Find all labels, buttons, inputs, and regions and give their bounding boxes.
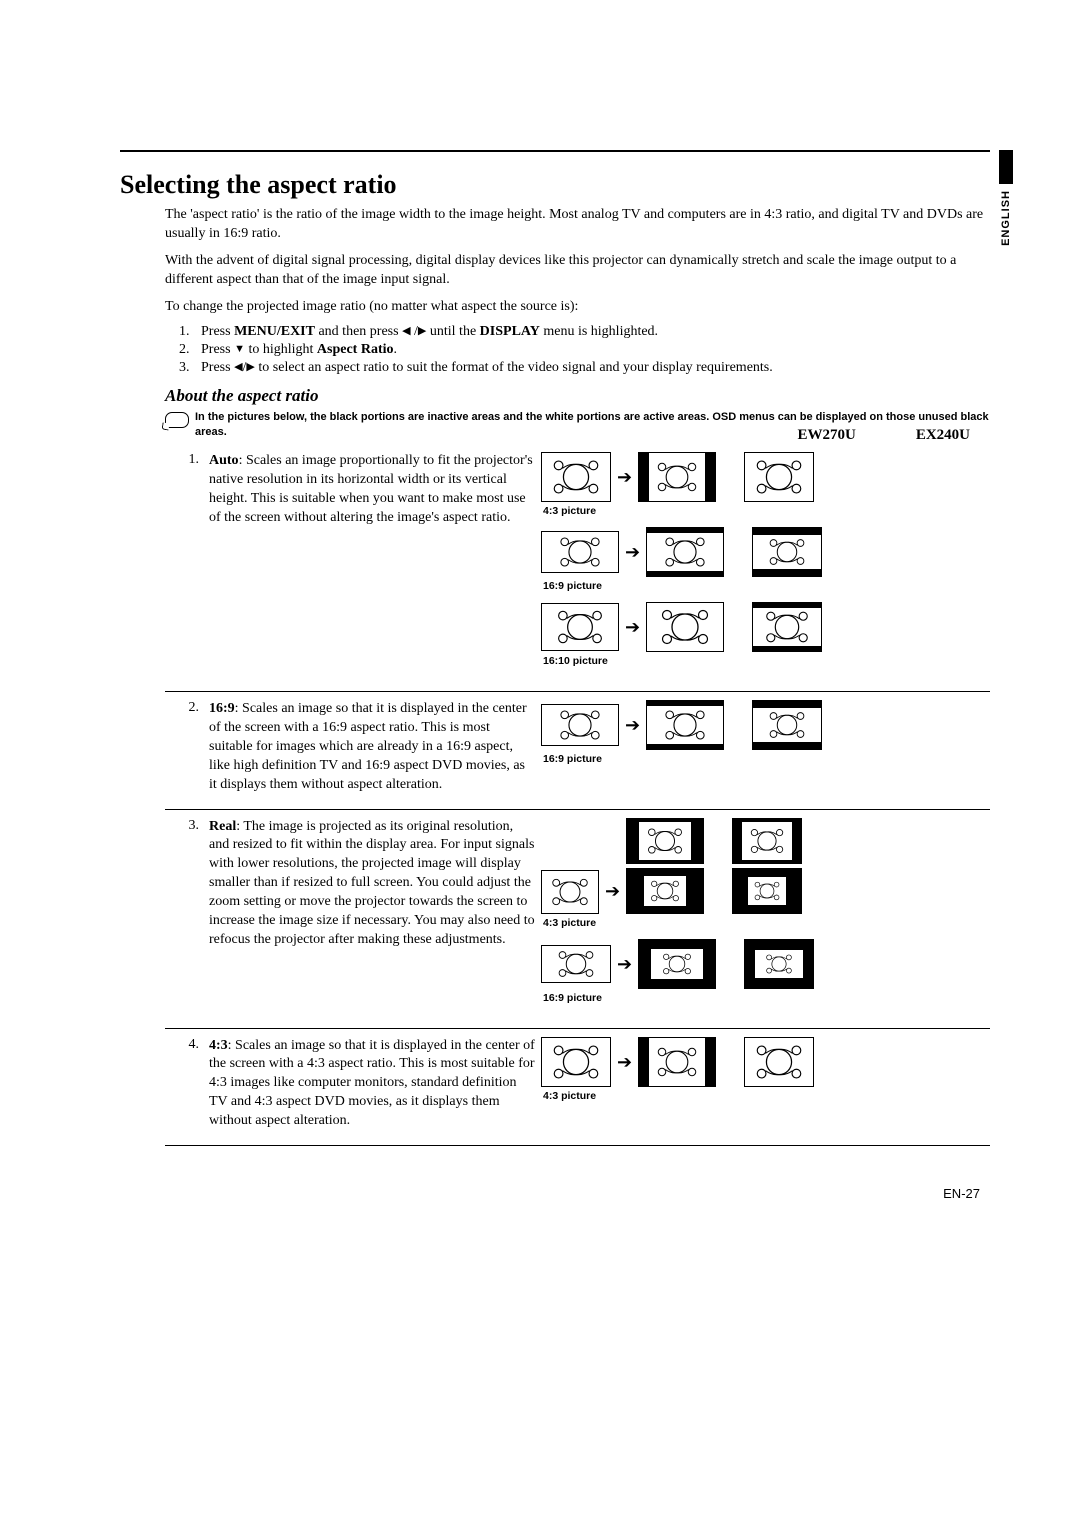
diagram-row: ➔	[541, 818, 990, 914]
item-auto: 1. Auto: Scales an image proportionally …	[165, 444, 990, 692]
arrow-icon: ➔	[617, 1053, 632, 1071]
step-3: Press ◀/▶ to select an aspect ratio to s…	[193, 360, 990, 376]
note-text: In the pictures below, the black portion…	[195, 410, 990, 439]
tab-marker	[999, 150, 1013, 184]
screen-ex240u-top	[732, 818, 802, 864]
screen-source	[541, 945, 611, 983]
diagram-row: ➔	[541, 527, 990, 577]
screen-ew270u	[646, 602, 724, 652]
item-16-9: 2. 16:9: Scales an image so that it is d…	[165, 692, 990, 809]
screen-source	[541, 603, 619, 651]
item-number: 2.	[165, 700, 209, 794]
screen-source	[541, 531, 619, 573]
step-1: Press MENU/EXIT and then press ◀ /▶ unti…	[193, 324, 990, 340]
step-2: Press ▼ to highlight Aspect Ratio.	[193, 342, 990, 358]
item-desc: Real: The image is projected as its orig…	[209, 818, 535, 1014]
arrow-icon: ➔	[625, 716, 640, 734]
item-4-3: 4. 4:3: Scales an image so that it is di…	[165, 1029, 990, 1146]
screen-ew270u	[646, 527, 724, 577]
page-number: EN-27	[120, 1186, 990, 1201]
diagram-label: 4:3 picture	[543, 505, 990, 517]
col-ew270u: EW270U	[797, 427, 855, 444]
left-arrow-icon: ◀	[234, 361, 242, 373]
item-number: 1.	[165, 452, 209, 677]
item-real: 3. Real: The image is projected as its o…	[165, 810, 990, 1029]
note-icon	[165, 412, 189, 428]
item-number: 3.	[165, 818, 209, 1014]
screen-ex240u	[744, 452, 814, 502]
diagram-label: 16:9 picture	[543, 753, 990, 765]
arrow-icon: ➔	[605, 882, 620, 900]
intro-para-3: To change the projected image ratio (no …	[165, 298, 990, 317]
screen-ew270u	[638, 452, 716, 502]
diagram-label: 16:9 picture	[543, 580, 990, 592]
tab-label: ENGLISH	[1000, 190, 1012, 246]
intro-para-2: With the advent of digital signal proces…	[165, 252, 990, 290]
face-icon	[547, 457, 605, 497]
left-arrow-icon: ◀	[402, 325, 410, 337]
screen-source	[541, 452, 611, 502]
diagram-row: ➔	[541, 1037, 990, 1087]
arrow-icon: ➔	[625, 618, 640, 636]
diagram-label: 4:3 picture	[543, 1090, 990, 1102]
arrow-icon: ➔	[617, 955, 632, 973]
down-arrow-icon: ▼	[234, 343, 245, 355]
arrow-icon: ➔	[617, 468, 632, 486]
steps-list: Press MENU/EXIT and then press ◀ /▶ unti…	[165, 324, 990, 376]
screen-ex240u	[744, 939, 814, 989]
page-title: Selecting the aspect ratio	[120, 170, 990, 200]
item-desc: 4:3: Scales an image so that it is displ…	[209, 1037, 535, 1131]
screen-source	[541, 870, 599, 914]
diagram-row: ➔	[541, 602, 990, 652]
screen-ex240u	[752, 527, 822, 577]
item-desc: 16:9: Scales an image so that it is disp…	[209, 700, 535, 794]
sub-heading: About the aspect ratio	[165, 386, 990, 406]
arrow-icon: ➔	[625, 543, 640, 561]
screen-ew270u	[646, 700, 724, 750]
diagram-row: ➔	[541, 939, 990, 989]
screen-ex240u	[752, 602, 822, 652]
screen-ew270u-bottom	[626, 868, 704, 914]
item-desc: Auto: Scales an image proportionally to …	[209, 452, 535, 677]
diagram-label: 4:3 picture	[543, 917, 990, 929]
note-row: In the pictures below, the black portion…	[165, 410, 990, 439]
screen-ex240u	[744, 1037, 814, 1087]
diagram-row: ➔	[541, 700, 990, 750]
right-arrow-icon: ▶	[246, 361, 254, 373]
language-tab: ENGLISH	[997, 150, 1015, 260]
diagram-row: ➔	[541, 452, 990, 502]
diagram-label: 16:10 picture	[543, 655, 990, 667]
screen-ex240u-bottom	[732, 868, 802, 914]
diagram-label: 16:9 picture	[543, 992, 990, 1004]
screen-source	[541, 704, 619, 746]
screen-ew270u	[638, 1037, 716, 1087]
screen-ew270u-top	[626, 818, 704, 864]
top-rule	[120, 150, 990, 152]
intro-para-1: The 'aspect ratio' is the ratio of the i…	[165, 206, 990, 244]
screen-source	[541, 1037, 611, 1087]
item-number: 4.	[165, 1037, 209, 1131]
col-ex240u: EX240U	[916, 427, 970, 444]
screen-ex240u	[752, 700, 822, 750]
screen-ew270u	[638, 939, 716, 989]
